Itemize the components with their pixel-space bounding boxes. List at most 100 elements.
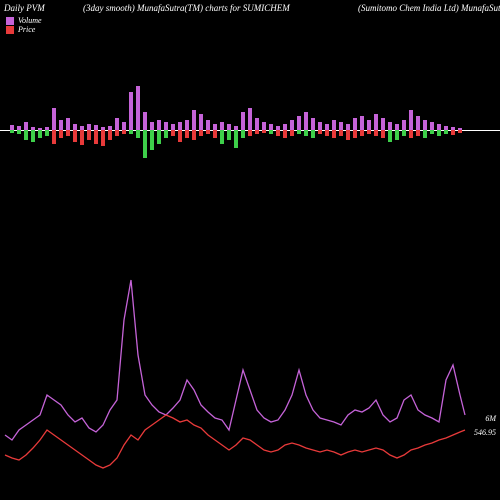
chart-header: Daily PVM (3day smooth) MunafaSutra(TM) … xyxy=(0,3,500,13)
volume-bar-up xyxy=(143,112,147,130)
volume-bar-up xyxy=(115,118,119,130)
volume-bar-up xyxy=(52,108,56,130)
volume-bar-up xyxy=(136,86,140,130)
volume-bar-down xyxy=(318,130,322,134)
volume-bar-down xyxy=(136,130,140,138)
price-swatch xyxy=(6,26,14,34)
volume-bar-down xyxy=(339,130,343,136)
volume-bar-down xyxy=(164,130,168,138)
volume-bar-up xyxy=(248,108,252,130)
volume-bar-up xyxy=(297,116,301,130)
volume-bar-down xyxy=(87,130,91,140)
volume-bar-up xyxy=(290,120,294,130)
volume-bar-down xyxy=(45,130,49,136)
volume-bar-down xyxy=(143,130,147,158)
volume-bar-up xyxy=(262,122,266,130)
volume-bar-down xyxy=(416,130,420,136)
company: (Sumitomo Chem India Ltd) MunafaSutra.co… xyxy=(358,3,500,13)
volume-swatch xyxy=(6,17,14,25)
volume-bar-down xyxy=(171,130,175,136)
volume-bar-down xyxy=(262,130,266,133)
volume-bar-up xyxy=(332,120,336,130)
volume-bar-up xyxy=(367,120,371,130)
volume-bar-up xyxy=(122,122,126,130)
volume-bar-down xyxy=(241,130,245,138)
volume-bar-down xyxy=(311,130,315,138)
volume-bar-up xyxy=(206,120,210,130)
volume-bar-up xyxy=(374,114,378,130)
volume-bar-down xyxy=(269,130,273,134)
volume-bar-down xyxy=(325,130,329,136)
volume-bar-up xyxy=(178,122,182,130)
title: Daily PVM xyxy=(4,3,45,13)
volume-bar-up xyxy=(129,92,133,130)
legend: Volume Price xyxy=(6,16,42,34)
volume-bar-down xyxy=(367,130,371,134)
subtitle: (3day smooth) MunafaSutra(TM) charts for… xyxy=(83,3,290,13)
volume-bar-up xyxy=(150,122,154,130)
volume-bar-down xyxy=(17,130,21,134)
volume-bar-down xyxy=(31,130,35,142)
volume-bar-down xyxy=(304,130,308,136)
volume-bar-down xyxy=(38,130,42,138)
volume-bar-up xyxy=(416,116,420,130)
volume-bar-down xyxy=(346,130,350,140)
volume-bar-up xyxy=(66,118,70,130)
volume-bar-up xyxy=(388,122,392,130)
volume-bar-down xyxy=(360,130,364,136)
volume-bar-up xyxy=(318,122,322,130)
volume-bar-up xyxy=(423,120,427,130)
volume-bar-down xyxy=(388,130,392,142)
volume-bar-down xyxy=(353,130,357,138)
volume-bar-down xyxy=(402,130,406,136)
volume-bar-down xyxy=(283,130,287,138)
volume-bar-down xyxy=(227,130,231,140)
volume-line xyxy=(5,280,465,440)
volume-bar-up xyxy=(402,120,406,130)
volume-bar-down xyxy=(458,130,462,133)
volume-bar-up xyxy=(192,110,196,130)
volume-bar-down xyxy=(94,130,98,144)
volume-bar-down xyxy=(108,130,112,140)
volume-bar-down xyxy=(430,130,434,134)
volume-bar-down xyxy=(101,130,105,146)
volume-bar-down xyxy=(66,130,70,136)
volume-bar-down xyxy=(395,130,399,140)
volume-bar-down xyxy=(73,130,77,142)
volume-bar-down xyxy=(59,130,63,138)
volume-bar-down xyxy=(444,130,448,134)
legend-price: Price xyxy=(6,25,42,34)
volume-bar-up xyxy=(255,118,259,130)
volume-bar-down xyxy=(213,130,217,138)
volume-bar-up xyxy=(164,122,168,130)
volume-bar-down xyxy=(10,130,14,133)
volume-bar-up xyxy=(24,122,28,130)
volume-bar-down xyxy=(297,130,301,134)
volume-bar-up xyxy=(339,122,343,130)
legend-price-label: Price xyxy=(18,25,35,34)
volume-bar-up xyxy=(430,122,434,130)
volume-bar-up xyxy=(185,120,189,130)
volume-bar-down xyxy=(276,130,280,136)
volume-bar-down xyxy=(381,130,385,138)
volume-bar-down xyxy=(122,130,126,134)
volume-bar-down xyxy=(185,130,189,138)
volume-bar-down xyxy=(157,130,161,144)
volume-bar-down xyxy=(115,130,119,136)
volume-end-label: 6M xyxy=(485,414,496,423)
volume-bar-down xyxy=(234,130,238,148)
volume-bar-chart xyxy=(0,70,470,190)
volume-bar-up xyxy=(241,112,245,130)
volume-bar-up xyxy=(157,120,161,130)
volume-bar-down xyxy=(24,130,28,140)
volume-bar-down xyxy=(255,130,259,134)
price-line xyxy=(5,415,465,468)
price-end-label: 546.95 xyxy=(474,428,496,437)
volume-bar-down xyxy=(129,130,133,134)
volume-bar-down xyxy=(150,130,154,150)
legend-volume-label: Volume xyxy=(18,16,42,25)
volume-bar-down xyxy=(80,130,84,145)
volume-bar-down xyxy=(290,130,294,136)
volume-bar-up xyxy=(59,120,63,130)
volume-bar-down xyxy=(248,130,252,136)
